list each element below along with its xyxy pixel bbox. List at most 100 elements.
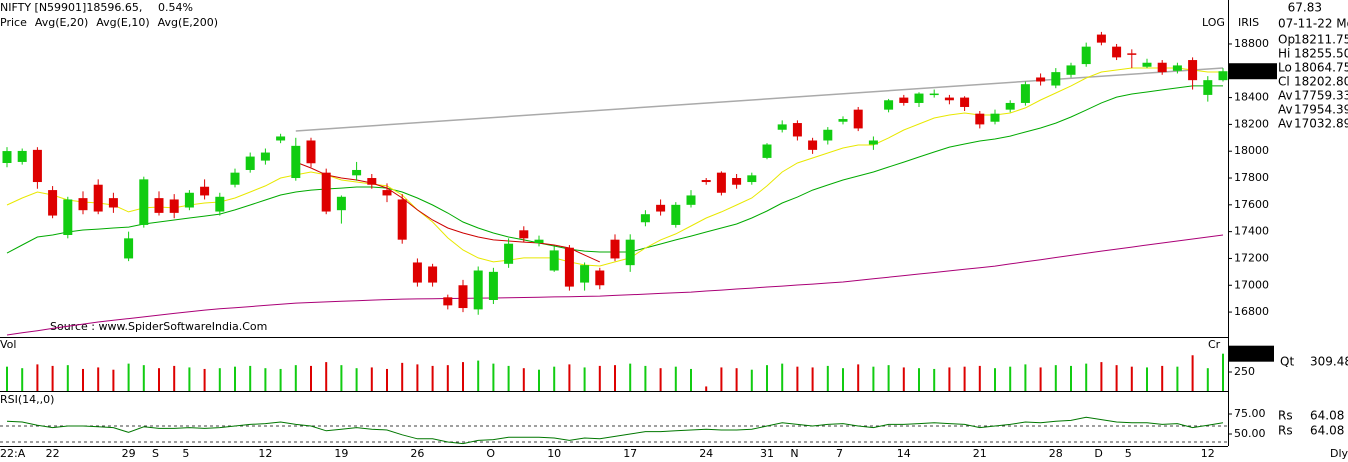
volume-bar <box>902 367 905 391</box>
volume-bar <box>629 363 632 391</box>
volume-bar <box>401 362 404 391</box>
candle-body <box>823 129 833 141</box>
volume-bar <box>842 368 844 391</box>
tool-label: IRIS <box>1238 16 1259 29</box>
y-tick-label: 18400 <box>1234 91 1269 104</box>
volume-bar <box>416 364 419 391</box>
candle-body <box>1096 34 1106 43</box>
volume-bar <box>522 368 525 391</box>
x-end-label: Dly <box>1330 447 1348 460</box>
volume-bar <box>659 368 662 391</box>
rsi-readout-label: Rs <box>1278 424 1293 438</box>
candle-body <box>504 243 514 264</box>
volume-bar <box>1161 365 1164 391</box>
volume-bar <box>1100 362 1103 391</box>
volume-bar <box>553 366 556 391</box>
candle-body <box>1020 84 1030 103</box>
volume-bar <box>781 363 784 391</box>
volume-bar <box>1024 364 1027 391</box>
candle-body <box>671 204 681 225</box>
readout-value: 18211.75 <box>1294 33 1348 47</box>
volume-bar <box>82 368 84 391</box>
candle-body <box>656 204 666 212</box>
average-line <box>295 161 601 263</box>
volume-bar <box>918 368 920 391</box>
volume-bar <box>462 362 464 391</box>
candle-body <box>291 145 301 179</box>
y-tick-label: 18800 <box>1234 37 1269 50</box>
volume-bar <box>66 365 69 391</box>
volume-bar <box>1191 355 1194 391</box>
x-tick-label: 28 <box>1049 447 1063 460</box>
volume-bar <box>6 366 8 391</box>
readout-value: 17759.33 <box>1294 89 1348 103</box>
candle-body <box>1081 46 1091 65</box>
volume-bar <box>644 365 647 391</box>
candle-body <box>884 100 894 110</box>
y-tick-label: 17400 <box>1234 225 1269 238</box>
legend-entry: Avg(E,200) <box>158 16 218 29</box>
candle-body <box>488 271 498 301</box>
legend-entry: Avg(E,20) <box>35 16 88 29</box>
readout-value: 17032.89 <box>1294 117 1348 131</box>
rsi-readout-value: 64.08 <box>1310 409 1344 423</box>
x-tick-label: 21 <box>973 447 987 460</box>
candle-body <box>321 172 331 212</box>
readout-label: Av <box>1278 103 1293 117</box>
x-tick-label: 5 <box>182 447 189 460</box>
volume-bar <box>218 368 221 391</box>
volume-bar <box>294 365 297 391</box>
candle-body <box>154 198 164 213</box>
candle-body <box>519 230 529 239</box>
rsi-readout-label: Rs <box>1278 409 1293 423</box>
candle-body <box>701 180 711 183</box>
candle-body <box>382 190 392 196</box>
volume-bar <box>994 368 996 391</box>
legend-entry: Price <box>0 16 27 29</box>
volume-bar <box>1009 366 1012 391</box>
volume-bar <box>568 364 571 391</box>
readout-value: 18064.75 <box>1294 61 1348 75</box>
candle-body <box>230 172 240 185</box>
candle-body <box>63 199 73 235</box>
candle-body <box>169 199 179 213</box>
volume-bar <box>203 368 206 391</box>
x-tick-label: 24 <box>699 447 713 460</box>
volume-bar <box>857 364 860 391</box>
volume-bar <box>477 360 480 391</box>
candle-body <box>808 140 818 150</box>
volume-bar <box>36 364 39 391</box>
candle-body <box>397 199 407 240</box>
readout-label: Lo <box>1278 61 1292 75</box>
x-tick-label: S <box>152 447 159 460</box>
volume-bar <box>583 367 586 391</box>
x-tick-label: 12 <box>258 447 272 460</box>
volume-bar <box>1206 368 1209 391</box>
volume-bar <box>112 369 115 391</box>
candle-body <box>899 97 909 103</box>
volume-bar <box>446 365 449 391</box>
candle-body <box>1036 77 1046 82</box>
readout-top: 67.83 <box>1288 1 1322 15</box>
volume-bar <box>750 369 753 391</box>
volume-bar <box>1039 367 1042 391</box>
x-tick-label: D <box>1094 447 1102 460</box>
candle-body <box>580 265 590 283</box>
volume-bar <box>386 368 388 391</box>
x-tick-label: 29 <box>122 447 136 460</box>
volume-bar <box>492 363 495 391</box>
candle-body <box>549 250 559 271</box>
candle-body <box>990 113 1000 122</box>
y-tick-label: 17000 <box>1234 278 1269 291</box>
candle-body <box>792 123 802 137</box>
candle-body <box>1172 65 1182 71</box>
x-tick-label: 22:A <box>0 447 26 460</box>
volume-bar <box>1070 365 1072 391</box>
y-tick-label: 250 <box>1234 365 1255 378</box>
volume-bar <box>1176 366 1179 391</box>
x-tick-label: 5 <box>1125 447 1132 460</box>
readout-label: Av <box>1278 117 1293 131</box>
volume-bar <box>340 365 343 391</box>
x-tick-label: 12 <box>1201 447 1215 460</box>
candle-body <box>914 93 924 103</box>
